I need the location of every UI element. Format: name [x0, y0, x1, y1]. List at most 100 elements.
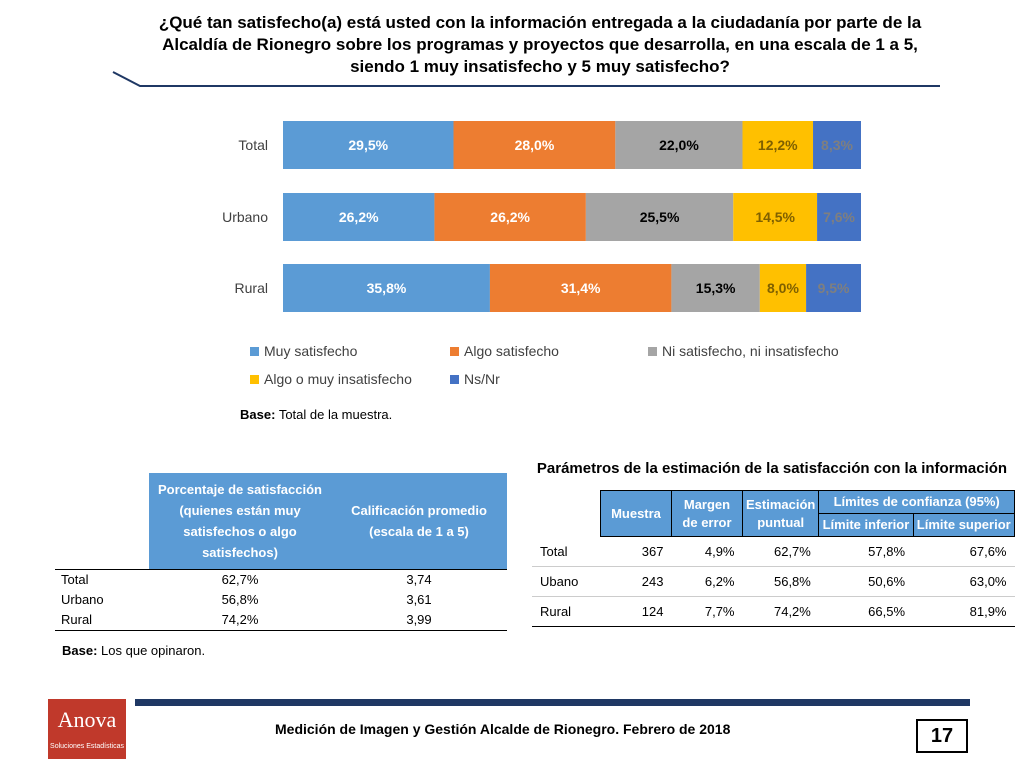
- bar-segment: [615, 121, 743, 169]
- legend-label: Muy satisfecho: [264, 343, 358, 359]
- muestra-header: Muestra: [600, 490, 672, 537]
- row-inferior: 57,8%: [818, 536, 914, 567]
- base-label: Base:: [240, 407, 276, 422]
- row-pct: 62,7%: [149, 569, 331, 590]
- superior-header: Límite superior: [912, 513, 1016, 537]
- table-row: Ubano 243 6,2% 56,8% 50,6% 63,0%: [532, 566, 1015, 597]
- data-label: 9,5%: [818, 280, 850, 296]
- row-margen: 4,9%: [671, 536, 743, 567]
- slide-title: ¿Qué tan satisfecho(a) está usted con la…: [158, 13, 922, 76]
- row-pct: 74,2%: [149, 610, 331, 631]
- bar-segment: [283, 193, 435, 241]
- legend-item-muy-satisfecho: Muy satisfecho: [250, 343, 357, 359]
- bar-segment: [733, 193, 818, 241]
- row-label: Total: [532, 536, 601, 567]
- legend-label: Algo o muy insatisfecho: [264, 371, 412, 387]
- data-label: 8,0%: [767, 280, 799, 296]
- pct-header: Porcentaje de satisfacción (quienes está…: [149, 473, 331, 570]
- legend-item-ns-nr: Ns/Nr: [450, 371, 500, 387]
- data-label: 35,8%: [367, 280, 407, 296]
- legend-item-ni-satisfecho: Ni satisfecho, ni insatisfecho: [648, 343, 839, 359]
- row-avg: 3,74: [331, 569, 507, 590]
- legend-swatch: [250, 346, 259, 356]
- base-label: Base:: [62, 643, 98, 658]
- data-label: 15,3%: [696, 280, 736, 296]
- data-label: 12,2%: [758, 137, 798, 153]
- table-row: Rural 74,2% 3,99: [55, 610, 507, 631]
- data-label: 28,0%: [515, 137, 555, 153]
- data-label: 22,0%: [659, 137, 699, 153]
- data-label: 26,2%: [339, 209, 379, 225]
- logo-name: Anova: [57, 707, 117, 732]
- row-superior: 81,9%: [913, 596, 1015, 627]
- row-pct: 56,8%: [221, 592, 259, 607]
- bar-segment: [489, 264, 672, 312]
- bar-segment: [453, 121, 616, 169]
- category-label: Total: [238, 137, 268, 153]
- inferior-header: Límite inferior: [818, 513, 914, 537]
- data-label: 25,5%: [640, 209, 680, 225]
- param-table-title: Parámetros de la estimación de la satisf…: [536, 460, 1008, 477]
- row-label: Rural: [532, 596, 601, 627]
- bar-segment: [434, 193, 586, 241]
- anova-logo: Anova Soluciones Estadísticas: [48, 699, 126, 759]
- legend-label: Ni satisfecho, ni insatisfecho: [662, 343, 839, 359]
- estimacion-header: Estimación puntual: [741, 490, 820, 537]
- bar-segment: [813, 121, 861, 169]
- row-margen: 7,7%: [671, 596, 743, 627]
- row-estimacion: 62,7%: [742, 536, 819, 567]
- bar-segment: [671, 264, 760, 312]
- legend-label: Algo satisfecho: [464, 343, 559, 359]
- data-label: 14,5%: [755, 209, 795, 225]
- row-label: Rural: [55, 610, 149, 631]
- stacked-bar-chart: Total 29,5% 28,0% 22,0% 12,2% 8,3% Urbano 26,2%…: [222, 121, 861, 312]
- row-estimacion: 56,8%: [742, 566, 819, 597]
- footer-bar: [135, 699, 970, 706]
- margen-header: Margen de error: [671, 490, 743, 537]
- data-label: 8,3%: [821, 137, 853, 153]
- table-row: Rural 124 7,7% 74,2% 66,5% 81,9%: [532, 596, 1015, 627]
- data-label: 29,5%: [348, 137, 388, 153]
- category-label: Urbano: [222, 209, 268, 225]
- bar-segment: [283, 121, 454, 169]
- bar-segment: [759, 264, 807, 312]
- base-text: Total de la muestra.: [278, 407, 393, 422]
- base-text: Los que opinaron.: [101, 643, 206, 658]
- row-avg: 3,99: [331, 610, 507, 631]
- legend-swatch: [450, 346, 459, 356]
- bar-segment: [806, 264, 861, 312]
- row-muestra: 367: [600, 536, 672, 567]
- legend-label: Ns/Nr: [464, 371, 500, 387]
- table-row: Urbano 56,8% 3,61: [55, 590, 507, 610]
- bar-segment: [742, 121, 814, 169]
- row-superior: 67,6%: [913, 536, 1015, 567]
- row-muestra: 243: [600, 566, 672, 597]
- legend-swatch: [450, 374, 459, 384]
- row-margen: 6,2%: [671, 566, 743, 597]
- footer-text: Medición de Imagen y Gestión Alcalde de …: [275, 721, 731, 737]
- limites-header: Límites de confianza (95%): [818, 490, 1015, 514]
- row-label: Urbano: [61, 592, 104, 607]
- row-label: Ubano: [532, 566, 601, 597]
- data-label: 31,4%: [561, 280, 601, 296]
- bar-segment: [585, 193, 734, 241]
- blank-header: [532, 490, 601, 537]
- table-row: Total 367 4,9% 62,7% 57,8% 67,6%: [532, 536, 1015, 567]
- logo-tagline: Soluciones Estadísticas: [50, 743, 124, 750]
- row-superior: 63,0%: [913, 566, 1015, 597]
- page-number: 17: [916, 719, 968, 753]
- bar-segment: [817, 193, 861, 241]
- param-table: Muestra Margen de error Estimación puntu…: [532, 490, 1016, 627]
- row-inferior: 66,5%: [818, 596, 914, 627]
- satisfaction-table: Porcentaje de satisfacción (quienes está…: [55, 473, 507, 631]
- row-muestra: 124: [600, 596, 672, 627]
- bar-segment: [283, 264, 490, 312]
- row-avg: 3,61: [406, 592, 432, 607]
- table-row: Total 62,7% 3,74: [55, 569, 507, 590]
- row-estimacion: 74,2%: [742, 596, 819, 627]
- avg-header: Calificación promedio (escala de 1 a 5): [331, 473, 507, 570]
- legend-item-insatisfecho: Algo o muy insatisfecho: [250, 371, 412, 387]
- data-label: 7,6%: [823, 209, 855, 225]
- legend-item-algo-satisfecho: Algo satisfecho: [450, 343, 559, 359]
- legend-swatch: [648, 346, 657, 356]
